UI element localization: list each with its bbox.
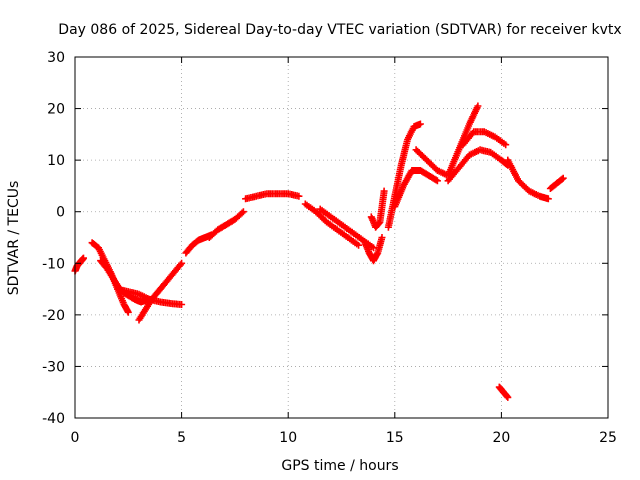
- series-points-arc-g: [205, 208, 247, 241]
- series-arc-g: [205, 208, 247, 241]
- series-points-arc-m: [384, 120, 424, 231]
- series-arc-p: [444, 146, 512, 185]
- x-axis-ticks: 0 5 10 15 20 25: [71, 57, 617, 446]
- series-points-arc-o: [412, 102, 482, 180]
- series-arc-s: [546, 174, 567, 192]
- grid-lines: [75, 57, 608, 418]
- series-arc-k: [361, 234, 386, 265]
- series-arc-o: [412, 102, 482, 180]
- x-tick-label: 20: [492, 430, 510, 446]
- series-arc-i: [301, 200, 363, 249]
- series-points-arc-i: [301, 200, 363, 249]
- series-points-arc-p: [444, 146, 512, 185]
- y-tick-label: -40: [42, 411, 65, 427]
- x-axis-label: GPS time / hours: [281, 458, 398, 474]
- plot-frame: [74, 56, 609, 419]
- x-tick-label: 15: [386, 430, 404, 446]
- series-arc-l: [367, 187, 388, 231]
- series-arc-e: [114, 285, 186, 308]
- series-arc-n: [391, 167, 441, 211]
- series-points-arc-k: [361, 234, 386, 265]
- series-points-arc-a: [71, 254, 87, 275]
- series-points-arc-n: [391, 167, 441, 211]
- series-points-arc-h: [242, 190, 303, 203]
- y-tick-label: -10: [42, 256, 65, 272]
- y-axis-ticks: -40 -30 -20 -10 0 10 20 30: [42, 50, 608, 427]
- y-tick-label: 0: [56, 205, 65, 221]
- x-tick-label: 25: [599, 430, 617, 446]
- y-tick-label: 10: [47, 153, 65, 169]
- data-points: [71, 102, 567, 401]
- y-tick-label: 20: [47, 102, 65, 118]
- y-tick-label: -30: [42, 359, 65, 375]
- series-arc-a: [71, 254, 87, 275]
- series-points-arc-r: [504, 156, 552, 203]
- y-tick-label: -20: [42, 308, 65, 324]
- series-arc-q: [459, 128, 510, 149]
- x-tick-label: 0: [71, 430, 80, 446]
- series-points-arc-d: [135, 259, 186, 324]
- series-points-arc-e: [114, 285, 186, 308]
- x-tick-label: 5: [177, 430, 186, 446]
- series-arc-h: [242, 190, 303, 203]
- series-arc-r: [504, 156, 552, 203]
- chart-title: Day 086 of 2025, Sidereal Day-to-day VTE…: [58, 22, 621, 38]
- series-arc-m: [384, 120, 424, 231]
- series-points-arc-l: [367, 187, 388, 231]
- series-arc-t: [495, 383, 512, 401]
- series-points-arc-s: [546, 174, 567, 192]
- series-points-arc-q: [459, 128, 510, 149]
- y-axis-label: SDTVAR / TECUs: [6, 181, 22, 296]
- x-tick-label: 10: [279, 430, 297, 446]
- series-points-arc-t: [495, 383, 512, 401]
- y-tick-label: 30: [47, 50, 65, 66]
- series-arc-d: [135, 259, 186, 324]
